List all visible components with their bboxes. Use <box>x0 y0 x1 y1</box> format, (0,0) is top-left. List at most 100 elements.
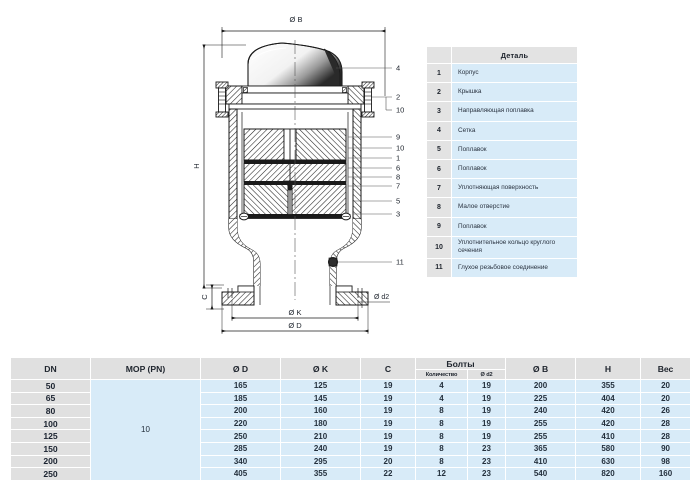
cell-dn: 125 <box>10 429 91 443</box>
cell-h: 420 <box>575 416 642 431</box>
cell-weight: 20 <box>640 379 692 393</box>
dimension-d <box>221 305 369 334</box>
cell-weight: 160 <box>640 467 692 481</box>
spec-header-h: H <box>575 357 642 380</box>
cell-d: 285 <box>200 441 281 456</box>
table-row: 125 250 210 19 8 19 255 410 28 <box>10 429 692 443</box>
table-row: 250 405 355 22 12 23 540 820 160 <box>10 467 692 481</box>
callout-9: 9 <box>396 133 400 142</box>
cell-dn: 65 <box>10 391 91 406</box>
callout-10-upper: 10 <box>396 106 404 115</box>
cell-b: 225 <box>505 391 577 406</box>
part-number: 7 <box>426 178 452 199</box>
part-number: 8 <box>426 197 452 218</box>
cell-bolts-d2: 19 <box>466 404 507 418</box>
cell-weight: 20 <box>640 391 692 406</box>
cell-dn: 200 <box>10 454 91 469</box>
flange-bolt-right <box>361 81 375 118</box>
cell-c: 19 <box>360 441 416 456</box>
cell-dn: 50 <box>10 379 91 393</box>
part-label: Крышка <box>451 82 578 103</box>
spec-header-row-1: DN MOP (PN) Ø D Ø K C Болты Ø B H Вес <box>10 357 692 380</box>
spec-header-k: Ø K <box>280 357 361 380</box>
part-number: 9 <box>426 216 452 237</box>
dimension-label-c: C <box>200 294 209 300</box>
callout-3: 3 <box>396 210 400 219</box>
cell-b: 410 <box>505 454 577 469</box>
part-number: 1 <box>426 62 452 84</box>
part-label: Корпус <box>451 62 578 84</box>
cell-h: 410 <box>575 429 642 443</box>
lower-flange <box>221 285 369 306</box>
part-number: 5 <box>426 139 452 160</box>
cell-h: 580 <box>575 441 642 456</box>
cell-d: 250 <box>200 429 281 443</box>
part-label: Уплотнительное кольцо круглого сечения <box>451 235 578 259</box>
callout-7: 7 <box>396 182 400 191</box>
cell-h: 355 <box>575 379 642 393</box>
part-label: Уплотняющая поверхность <box>451 178 578 199</box>
spec-header-b: Ø B <box>505 357 577 380</box>
cell-bolts-d2: 19 <box>466 416 507 431</box>
parts-table-header-row: Деталь <box>426 46 578 64</box>
cell-k: 240 <box>280 441 361 456</box>
cell-d: 340 <box>200 454 281 469</box>
cell-k: 180 <box>280 416 361 431</box>
cell-dn: 80 <box>10 404 91 418</box>
table-row: 150 285 240 19 8 23 365 580 90 <box>10 441 692 456</box>
parts-header-title: Деталь <box>451 46 578 64</box>
cell-d: 165 <box>200 379 281 393</box>
table-row: 100 220 180 19 8 19 255 420 28 <box>10 416 692 431</box>
cell-dn: 150 <box>10 441 91 456</box>
table-row: 9 Поплавок <box>426 216 578 237</box>
cell-bolts-d2: 19 <box>466 379 507 393</box>
cell-k: 295 <box>280 454 361 469</box>
cell-mop: 10 <box>90 379 201 481</box>
dimension-label-b: Ø B <box>290 15 303 24</box>
cell-c: 20 <box>360 454 416 469</box>
part-label: Малое отверстие <box>451 197 578 218</box>
spec-header-bolts: Болты <box>414 357 507 370</box>
parts-header-number <box>426 46 452 64</box>
cell-bolts-d2: 19 <box>466 391 507 406</box>
flange-bolt-left <box>215 81 229 118</box>
cell-bolts-d2: 23 <box>466 467 507 481</box>
table-row: 3 Направляющая поплавка <box>426 101 578 122</box>
cell-k: 145 <box>280 391 361 406</box>
cell-dn: 250 <box>10 467 91 481</box>
callout-8: 8 <box>396 173 400 182</box>
table-row: 50 10 165 125 19 4 19 200 355 20 <box>10 379 692 481</box>
part-number: 11 <box>426 257 452 278</box>
table-row: 6 Поплавок <box>426 158 578 180</box>
dimension-c <box>206 284 224 310</box>
part-label: Поплавок <box>451 139 578 160</box>
spec-header-dn: DN <box>10 357 91 380</box>
cell-k: 160 <box>280 404 361 418</box>
cell-b: 540 <box>505 467 577 481</box>
cell-h: 630 <box>575 454 642 469</box>
part-label: Сетка <box>451 120 578 141</box>
dimension-label-k: Ø K <box>289 308 302 317</box>
cell-bolts-d2: 23 <box>466 454 507 469</box>
cell-h: 404 <box>575 391 642 406</box>
cell-k: 355 <box>280 467 361 481</box>
callout-2: 2 <box>396 93 400 102</box>
table-row: 10 Уплотнительное кольцо круглого сечени… <box>426 235 578 259</box>
cell-weight: 90 <box>640 441 692 456</box>
valve-cross-section-drawing: Ø B H C Ø K Ø D Ø d2 4 2 10 9 10 1 6 8 7… <box>0 0 420 345</box>
cell-bolts-count: 4 <box>415 379 468 393</box>
cell-dn: 100 <box>10 416 91 431</box>
dimension-d2 <box>358 296 390 308</box>
table-row: 5 Поплавок <box>426 139 578 160</box>
cell-weight: 28 <box>640 416 692 431</box>
table-row: 8 Малое отверстие <box>426 197 578 218</box>
part-label: Поплавок <box>451 158 578 180</box>
table-row: 2 Крышка <box>426 82 578 103</box>
dimension-label-h: H <box>192 163 201 168</box>
dimension-label-d2: Ø d2 <box>374 294 389 301</box>
cell-c: 19 <box>360 391 416 406</box>
table-row: 4 Сетка <box>426 120 578 141</box>
cell-d: 405 <box>200 467 281 481</box>
cell-h: 820 <box>575 467 642 481</box>
callout-4: 4 <box>396 64 400 73</box>
